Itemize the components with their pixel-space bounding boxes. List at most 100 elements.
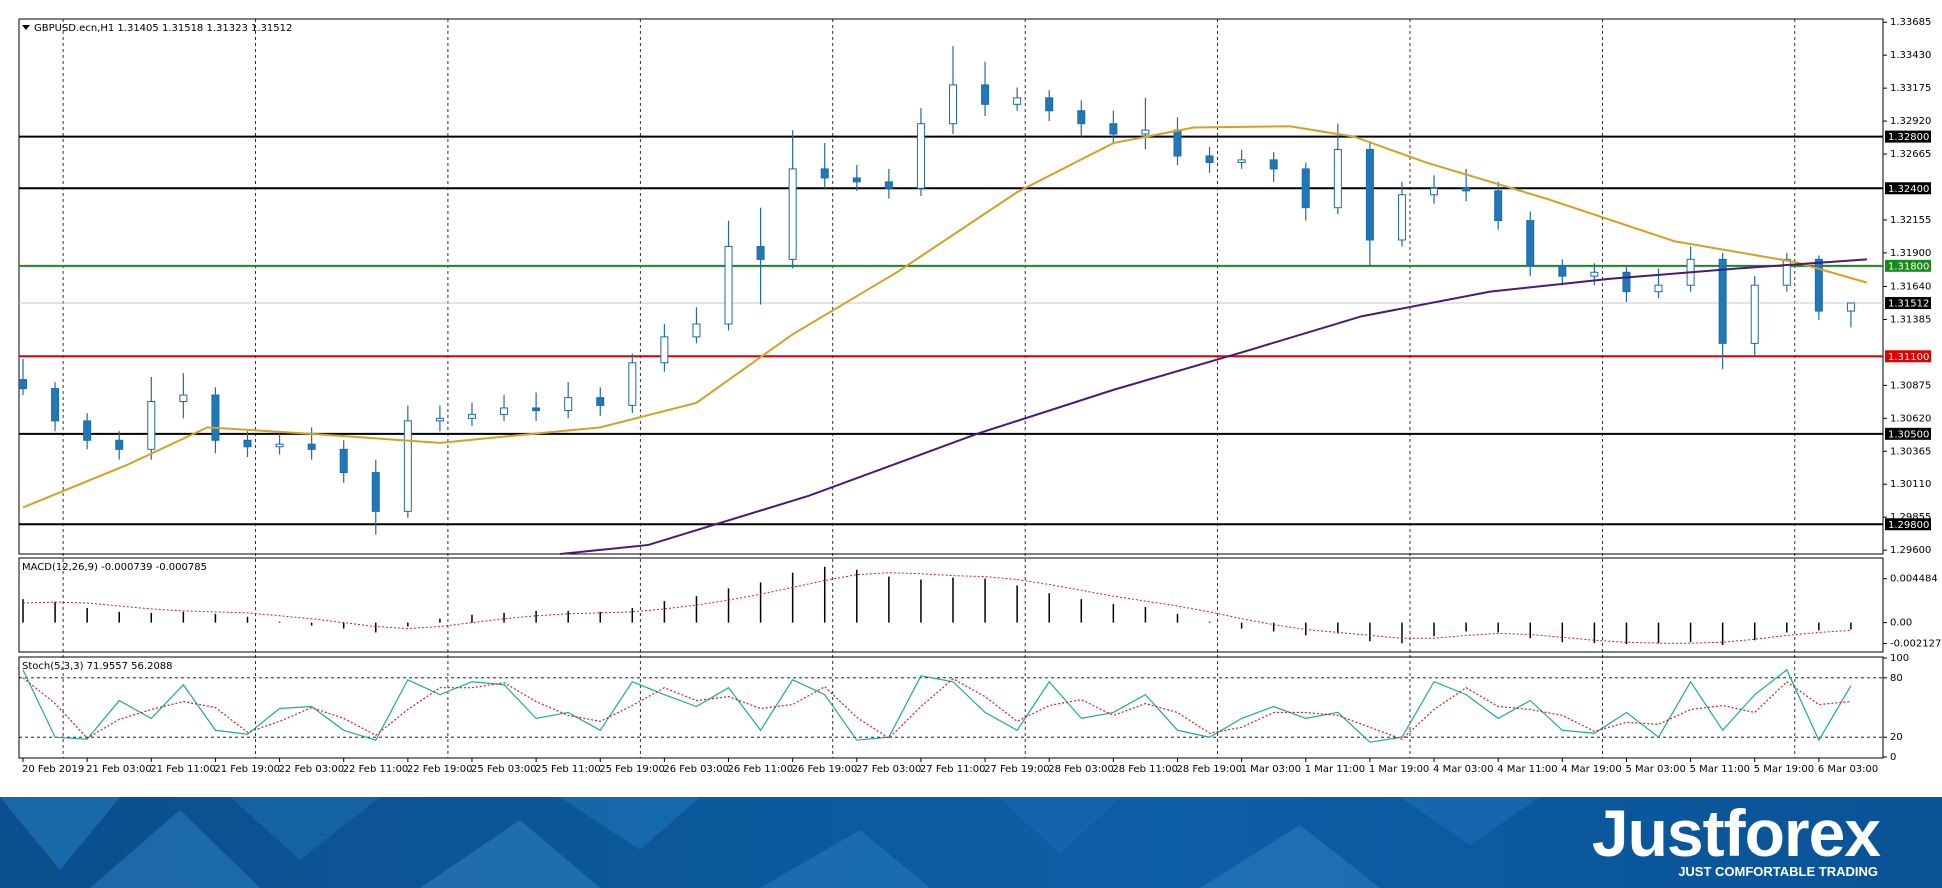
level-label: 1.31512 bbox=[1888, 299, 1929, 310]
y-tick-label: 20 bbox=[1890, 732, 1903, 743]
x-tick-label: 27 Feb 03:00 bbox=[856, 764, 922, 775]
candle-body bbox=[949, 84, 958, 125]
x-tick-label: 26 Feb 11:00 bbox=[728, 764, 794, 775]
candle-body bbox=[1622, 271, 1631, 293]
y-tick-label: 1.33430 bbox=[1890, 50, 1931, 61]
macd-signal bbox=[22, 572, 1851, 644]
x-tick-label: 1 Mar 11:00 bbox=[1305, 764, 1365, 775]
candle-body bbox=[51, 388, 60, 422]
level-label: 1.31800 bbox=[1888, 261, 1929, 272]
banner-shape bbox=[90, 810, 260, 888]
candle-body bbox=[1269, 159, 1278, 170]
y-tick-label: -0.002127 bbox=[1890, 638, 1941, 649]
y-tick-label: 1.30110 bbox=[1890, 479, 1931, 490]
x-tick-label: 27 Feb 19:00 bbox=[984, 764, 1050, 775]
banner-shape bbox=[420, 820, 600, 888]
x-tick-label: 1 Mar 19:00 bbox=[1369, 764, 1429, 775]
panel-title: Stoch(5,3,3) 71.9557 56.2088 bbox=[22, 661, 173, 672]
level-box bbox=[1885, 259, 1931, 272]
y-tick-label: 1.31900 bbox=[1890, 248, 1931, 259]
brand-tagline: JUST COMFORTABLE TRADING bbox=[1678, 864, 1878, 879]
level-box bbox=[1885, 518, 1931, 531]
level-label: 1.30500 bbox=[1888, 429, 1929, 440]
level-box bbox=[1885, 297, 1931, 310]
candle-body bbox=[820, 168, 829, 179]
candle-body bbox=[532, 407, 541, 412]
x-tick-label: 4 Mar 19:00 bbox=[1561, 764, 1621, 775]
candle-body bbox=[1654, 284, 1663, 293]
candle-body bbox=[1301, 168, 1310, 209]
x-tick-label: 6 Mar 03:00 bbox=[1818, 764, 1878, 775]
candle-body bbox=[307, 443, 316, 450]
candle-body bbox=[628, 362, 637, 406]
x-tick-label: 5 Mar 11:00 bbox=[1690, 764, 1750, 775]
candle-body bbox=[1494, 190, 1503, 222]
candle-body bbox=[467, 413, 476, 419]
y-tick-label: 1.31640 bbox=[1890, 282, 1931, 293]
candle-body bbox=[243, 439, 252, 448]
candle-body bbox=[1141, 129, 1150, 135]
candle-body bbox=[1718, 258, 1727, 344]
candle-body bbox=[147, 401, 156, 450]
x-tick-label: 5 Mar 19:00 bbox=[1754, 764, 1814, 775]
banner-shape bbox=[230, 797, 380, 860]
panel-frame bbox=[18, 656, 1884, 759]
panel-title: GBPUSD.ecn,H1 1.31405 1.31518 1.31323 1.… bbox=[34, 23, 292, 34]
level-label: 1.29800 bbox=[1888, 520, 1929, 531]
candle-body bbox=[1558, 265, 1567, 277]
candle-body bbox=[564, 397, 573, 412]
level-box bbox=[1885, 182, 1931, 195]
y-tick-label: 0.00 bbox=[1890, 618, 1912, 629]
candle-body bbox=[435, 417, 444, 422]
x-tick-label: 28 Feb 11:00 bbox=[1112, 764, 1178, 775]
y-tick-label: 1.33175 bbox=[1890, 83, 1931, 94]
y-tick-label: 1.31385 bbox=[1890, 314, 1931, 325]
y-tick-label: 1.29600 bbox=[1890, 545, 1931, 556]
x-tick-label: 22 Feb 19:00 bbox=[407, 764, 473, 775]
candle-body bbox=[852, 177, 861, 183]
y-tick-label: 100 bbox=[1890, 653, 1909, 664]
x-tick-label: 25 Feb 19:00 bbox=[599, 764, 665, 775]
candle-body bbox=[1173, 129, 1182, 157]
candle-body bbox=[1365, 149, 1374, 241]
candle-body bbox=[1109, 123, 1118, 135]
candle-body bbox=[1782, 258, 1791, 286]
candle-body bbox=[115, 439, 124, 450]
candle-body bbox=[1205, 155, 1214, 163]
y-tick-label: 1.29855 bbox=[1890, 512, 1931, 523]
y-tick-label: 1.32155 bbox=[1890, 215, 1931, 226]
moving-average bbox=[22, 125, 1868, 509]
y-tick-label: 1.30875 bbox=[1890, 380, 1931, 391]
x-tick-label: 21 Feb 03:00 bbox=[86, 764, 152, 775]
x-tick-label: 28 Feb 03:00 bbox=[1048, 764, 1114, 775]
candle-body bbox=[596, 397, 605, 406]
x-tick-label: 25 Feb 03:00 bbox=[471, 764, 537, 775]
x-tick-label: 27 Feb 11:00 bbox=[920, 764, 986, 775]
panel-frame bbox=[18, 557, 1884, 653]
level-label: 1.31100 bbox=[1888, 352, 1929, 363]
candle-body bbox=[1045, 97, 1054, 112]
candle-body bbox=[179, 394, 188, 403]
x-tick-label: 5 Mar 03:00 bbox=[1625, 764, 1685, 775]
candle-body bbox=[275, 443, 284, 448]
candle-body bbox=[339, 448, 348, 474]
candle-body bbox=[500, 407, 509, 415]
title-arrow bbox=[22, 25, 30, 30]
y-tick-label: 0 bbox=[1890, 752, 1896, 763]
candle-body bbox=[788, 168, 797, 260]
candle-body bbox=[756, 245, 765, 260]
x-tick-label: 26 Feb 19:00 bbox=[792, 764, 858, 775]
y-tick-label: 1.30365 bbox=[1890, 446, 1931, 457]
candle-body bbox=[660, 336, 669, 364]
x-tick-label: 4 Mar 03:00 bbox=[1433, 764, 1493, 775]
candle-body bbox=[1397, 194, 1406, 241]
x-tick-label: 20 Feb 2019 bbox=[22, 764, 84, 775]
level-box bbox=[1885, 350, 1931, 363]
banner-shape bbox=[0, 797, 120, 870]
candle-body bbox=[1814, 258, 1823, 312]
y-tick-label: 1.32920 bbox=[1890, 116, 1931, 127]
banner-shape bbox=[560, 797, 700, 850]
candle-body bbox=[371, 472, 380, 512]
candle-body bbox=[884, 181, 893, 189]
